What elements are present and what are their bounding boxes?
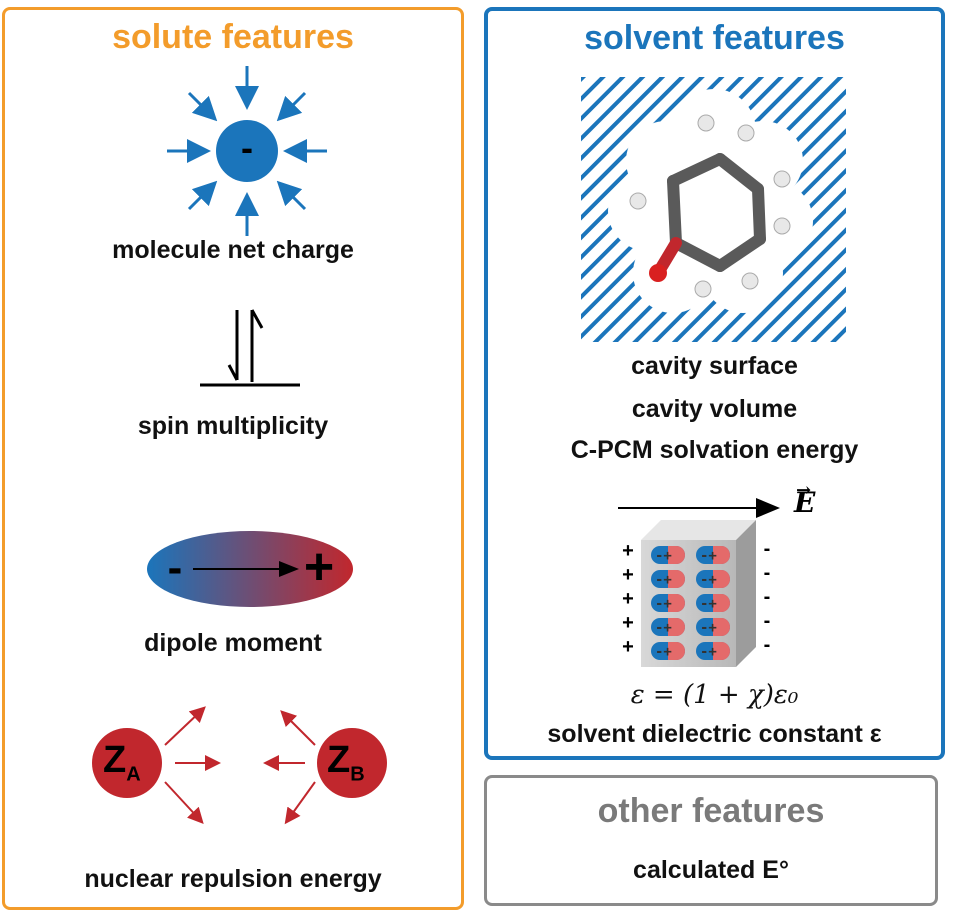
calculated-e-label: calculated E° — [633, 856, 789, 884]
other-features-panel: other features calculated E° — [484, 775, 938, 906]
nucleus-b-sub: B — [350, 763, 365, 786]
cavity-surface-label: cavity surface — [631, 352, 798, 380]
plus-sign: + — [622, 564, 634, 586]
plus-sign: + — [622, 636, 634, 658]
pill-sign: -+ — [655, 644, 672, 660]
nucleus-a-letter: Z — [103, 739, 127, 781]
minus-column: - - - - - — [760, 537, 774, 657]
dielectric-cube-icon — [641, 520, 756, 667]
pill-signs: -+ -+ -+ -+ -+ -+ -+ -+ -+ -+ — [651, 544, 731, 832]
minus-sign: - — [763, 562, 771, 584]
hydrogen-atoms — [629, 114, 791, 298]
nucleus-b — [317, 728, 387, 798]
field-letter: E — [794, 486, 816, 519]
plus-sign: + — [622, 540, 634, 562]
plus-sign: + — [622, 612, 634, 634]
cavity-volume-label: cavity volume — [631, 395, 798, 423]
solute-title: solute features — [112, 18, 354, 56]
pill-sign: -+ — [655, 548, 672, 564]
nuclear-repulsion-icon — [92, 706, 387, 825]
dipole-icon — [147, 531, 353, 607]
plus-column: + + + + + — [620, 539, 636, 659]
dielectric-label: solvent dielectric constant ε — [547, 720, 882, 748]
pill-sign: -+ — [700, 596, 717, 612]
minus-sign: - — [763, 634, 771, 656]
other-title: other features — [597, 792, 825, 830]
spin-label: spin multiplicity — [137, 412, 329, 440]
pill-sign: -+ — [700, 548, 717, 564]
net-charge-icon — [167, 66, 327, 236]
dipole-plus: + — [303, 538, 335, 596]
nucleus-b-letter: Z — [327, 739, 351, 781]
solvent-features-panel: solvent features — [484, 7, 945, 760]
dipole-minus: - — [167, 543, 183, 592]
vector-arrow-icon: → — [796, 480, 812, 501]
nucleus-a — [92, 728, 162, 798]
plus-sign: + — [622, 588, 634, 610]
molecule-bonds — [667, 153, 766, 272]
charge-sign: - — [241, 127, 253, 168]
minus-sign: - — [763, 586, 771, 608]
solvent-title: solvent features — [584, 19, 845, 57]
dipole-label: dipole moment — [144, 629, 322, 657]
pill-sign: -+ — [655, 596, 672, 612]
minus-sign: - — [763, 610, 771, 632]
solute-illustrations — [92, 66, 387, 825]
solvent-illustrations — [581, 77, 846, 667]
pill-sign: -+ — [700, 620, 717, 636]
pill-sign: -+ — [700, 572, 717, 588]
nuclear-label: nuclear repulsion energy — [84, 865, 382, 893]
charge-sphere — [216, 120, 278, 182]
spin-multiplicity-icon — [200, 309, 300, 387]
cpcm-label: C-PCM solvation energy — [570, 436, 859, 464]
pill-sign: -+ — [655, 620, 672, 636]
nucleus-a-sub: A — [126, 763, 141, 786]
minus-sign: - — [763, 538, 771, 560]
net-charge-label: molecule net charge — [112, 236, 354, 264]
pill-sign: -+ — [700, 644, 717, 660]
field-symbol: → E — [794, 480, 816, 519]
dielectric-equation: ε = (1 + χ)ε₀ — [630, 680, 799, 710]
nucleus-b-label: ZB — [327, 740, 365, 795]
solute-features-panel: solute features — [2, 7, 464, 910]
pill-sign: -+ — [655, 572, 672, 588]
cavity-molecule-icon — [581, 77, 846, 342]
dipole-pills — [651, 546, 730, 660]
nucleus-a-label: ZA — [103, 740, 141, 795]
oxygen-atom — [649, 264, 667, 282]
